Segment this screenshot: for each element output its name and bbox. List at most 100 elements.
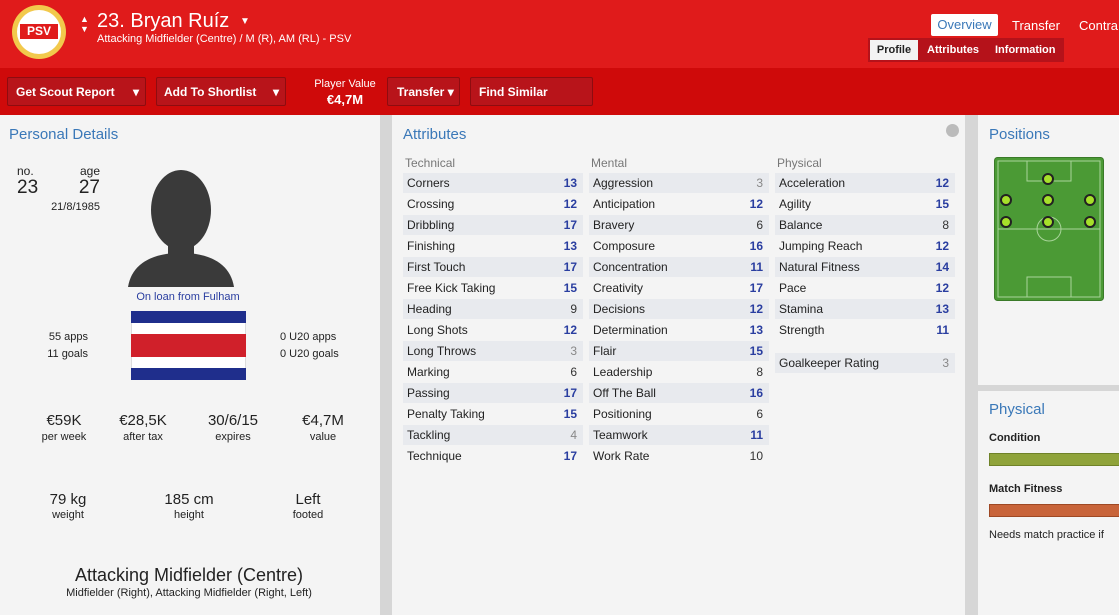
attribute-row: Work Rate 10 [589, 446, 769, 466]
attribute-name: Work Rate [593, 449, 650, 463]
attribute-value: 13 [563, 176, 577, 190]
attribute-name: Natural Fitness [779, 260, 860, 274]
attribute-row: Natural Fitness 14 [775, 257, 955, 277]
attribute-row: Marking 6 [403, 362, 583, 382]
panel-title: Attributes [403, 126, 467, 143]
attribute-name: Penalty Taking [407, 407, 485, 421]
attribute-row: Determination 13 [589, 320, 769, 340]
arrows: ▲ ▼ [80, 14, 89, 34]
menu-icon[interactable] [946, 124, 959, 137]
button[interactable]: Add To Shortlist ▾ [156, 77, 286, 106]
contract-value: €28,5K [119, 412, 167, 429]
attribute-row: Goalkeeper Rating 3 [775, 353, 955, 373]
attribute-row: Penalty Taking 15 [403, 404, 583, 424]
attribute-row: Bravery 6 [589, 215, 769, 235]
loan[interactable]: On loan from Fulham [136, 291, 240, 303]
flag [131, 311, 246, 380]
button[interactable]: Transfer ▾ [387, 77, 460, 106]
attribute-name: Flair [593, 344, 617, 358]
attribute-name: Aggression [593, 176, 654, 190]
attribute-value: 8 [942, 218, 949, 232]
condition-bar [989, 453, 1119, 466]
body-value: Left [295, 491, 321, 508]
attribute-value: 15 [563, 281, 577, 295]
body-label: footed [292, 509, 324, 521]
dropdown[interactable]: ▾ [272, 85, 279, 99]
attribute-value: 11 [936, 323, 949, 337]
attribute-name: Tackling [407, 428, 451, 442]
subtab[interactable]: Information [995, 44, 1056, 56]
attribute-row: Acceleration 12 [775, 173, 955, 193]
player-name[interactable]: 23. Bryan Ruíz [97, 10, 230, 32]
attribute-name: Strength [779, 323, 825, 337]
attribute-name: Corners [407, 176, 450, 190]
attribute-value: 17 [749, 281, 763, 295]
tab[interactable]: Overview [931, 14, 998, 36]
attribute-name: Long Throws [407, 344, 477, 358]
attribute-row: Decisions 12 [589, 299, 769, 319]
attribute-name: Finishing [407, 239, 456, 253]
button[interactable]: Find Similar Players [470, 77, 593, 128]
tab[interactable]: Transfer [1012, 18, 1060, 33]
group-title: Physical [777, 156, 822, 170]
attribute-name: First Touch [407, 260, 466, 274]
attribute-name: Crossing [407, 197, 455, 211]
attribute-value: 14 [935, 260, 949, 274]
attribute-row: First Touch 17 [403, 257, 583, 277]
attribute-row: Leadership 8 [589, 362, 769, 382]
button[interactable]: Get Scout Report ▾ [7, 77, 146, 106]
contract-value: €59K [46, 412, 82, 429]
attribute-row: Strength 11 [775, 320, 955, 340]
attribute-name: Bravery [593, 218, 635, 232]
attribute-name: Leadership [593, 365, 653, 379]
subtab[interactable]: Profile [870, 40, 918, 60]
attribute-name: Long Shots [407, 323, 468, 337]
attribute-value: 15 [563, 407, 577, 421]
attribute-value: 12 [935, 239, 949, 253]
attribute-value: 6 [756, 218, 763, 232]
attribute-name: Free Kick Taking [407, 281, 496, 295]
contract-value: €4,7M [302, 412, 344, 429]
attribute-value: 12 [563, 197, 577, 211]
attribute-name: Anticipation [593, 197, 656, 211]
body-value: 79 kg [49, 491, 87, 508]
attribute-name: Composure [593, 239, 656, 253]
attribute-value: 3 [756, 176, 763, 190]
position: Attacking Midfielder (Centre) [74, 565, 304, 585]
body-label: weight [52, 509, 84, 521]
contract-label: per week [41, 431, 87, 443]
attribute-row: Corners 13 [403, 173, 583, 193]
attribute-value: 17 [563, 449, 577, 463]
attribute-row: Technique 17 [403, 446, 583, 466]
attribute-value: 13 [563, 239, 577, 253]
physical-panel [978, 391, 1119, 615]
number: 23 [17, 177, 39, 198]
attribute-value: 9 [570, 302, 577, 316]
attribute-name: Positioning [593, 407, 652, 421]
attribute-row: Tackling 4 [403, 425, 583, 445]
attribute-value: 15 [749, 344, 763, 358]
attribute-row: Dribbling 17 [403, 215, 583, 235]
attribute-name: Concentration [593, 260, 668, 274]
attribute-name: Jumping Reach [779, 239, 863, 253]
name-menu[interactable]: ▼ [240, 16, 250, 27]
attribute-name: Pace [779, 281, 807, 295]
panel-title: Positions [989, 126, 1050, 143]
attribute-value: 17 [563, 218, 577, 232]
attribute-name: Agility [779, 197, 812, 211]
value-label: Player Value [314, 78, 376, 90]
attribute-name: Heading [407, 302, 452, 316]
attribute-value: 3 [942, 356, 949, 370]
label: Condition [989, 432, 1041, 444]
subtab[interactable]: Attributes [927, 44, 979, 56]
silhouette [128, 170, 234, 287]
attribute-row: Jumping Reach 12 [775, 236, 955, 256]
dropdown[interactable]: ▾ [132, 85, 139, 99]
attribute-name: Acceleration [779, 176, 846, 190]
label: Match Fitness [989, 483, 1063, 495]
attribute-row: Flair 15 [589, 341, 769, 361]
tab[interactable]: Contra [1079, 18, 1119, 33]
attribute-value: 11 [750, 428, 763, 442]
attribute-value: 17 [563, 386, 577, 400]
attribute-value: 12 [749, 197, 763, 211]
